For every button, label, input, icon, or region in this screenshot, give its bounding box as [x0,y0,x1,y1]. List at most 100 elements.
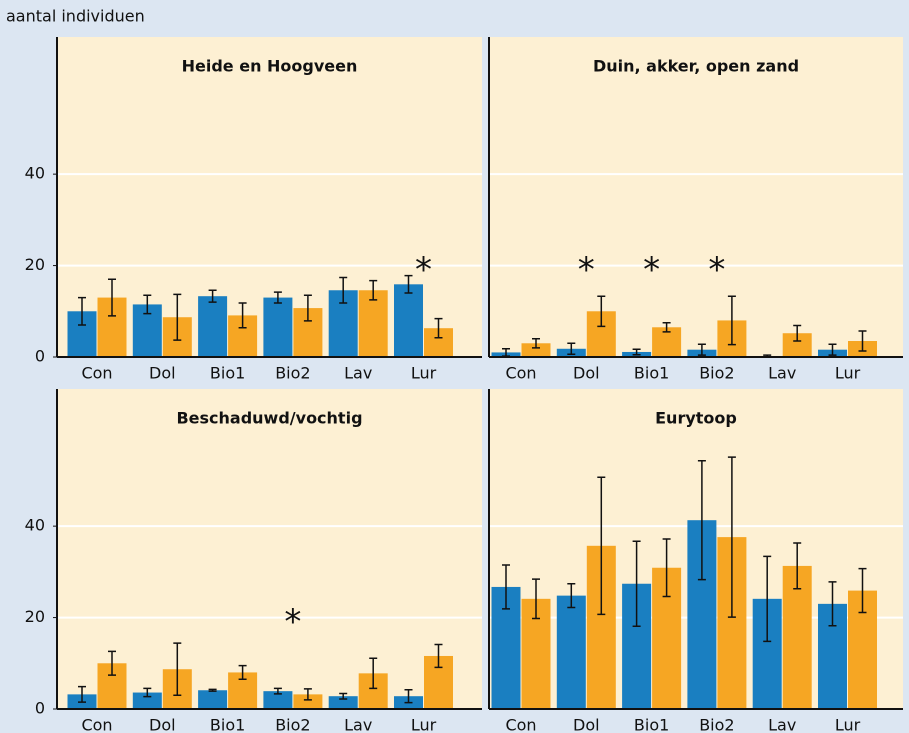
annotation: * [708,250,725,290]
bar [358,290,388,357]
error-bar [404,689,413,704]
panel-title: Duin, akker, open zand [593,57,799,76]
error-bar [173,642,182,697]
bar [521,343,551,357]
error-bar [532,578,540,620]
error-bar [208,688,217,692]
x-tick-label: Con [505,364,536,383]
x-tick-label: Dol [573,364,600,383]
x-tick-label: Bio1 [634,716,669,733]
bar [293,694,323,709]
error-bar [173,293,182,341]
error-bar [78,296,86,326]
x-tick-label: Lur [835,716,861,733]
error-bar [434,643,443,669]
y-tick-label: 20 [25,255,45,274]
annotation: * [284,602,301,642]
bar [328,696,358,709]
error-bar [793,542,802,590]
error-bar [143,294,152,315]
error-bar [727,456,736,618]
x-tick-label: Bio2 [275,364,310,383]
panel [57,389,482,709]
y-tick-label: 0 [35,699,45,718]
x-tick-label: Bio2 [699,716,734,733]
bar [263,297,293,357]
y-tick-label: 20 [25,607,45,626]
error-bar [108,650,116,676]
y-axis-label: aantal individuen [6,7,145,26]
error-bar [434,317,443,339]
annotation: * [578,250,595,290]
x-tick-label: Con [505,716,536,733]
error-bar [567,582,576,609]
error-bar [597,295,606,328]
annotation: * [643,250,660,290]
error-bar [763,555,772,643]
x-tick-label: Bio1 [210,716,245,733]
error-bar [273,291,282,304]
x-tick-label: Lav [344,364,372,383]
error-bar [828,581,837,627]
bar [556,595,586,709]
error-bar [662,538,671,598]
x-tick-label: Lav [768,364,796,383]
error-bar [108,278,116,317]
bar [132,692,162,709]
error-bar [632,348,641,356]
error-bar [273,687,282,695]
error-bar [238,302,247,329]
error-bar [697,460,706,581]
x-tick-label: Lav [344,716,372,733]
error-bar [369,279,378,301]
x-tick-label: Lur [411,364,437,383]
error-bar [208,289,217,303]
error-bar [532,337,540,349]
x-tick-label: Lur [835,364,861,383]
error-bar [143,687,152,698]
error-bar [502,564,510,610]
error-bar [858,567,867,614]
x-tick-label: Lur [411,716,437,733]
bar [782,565,812,709]
x-tick-label: Bio1 [210,364,245,383]
error-bar [597,476,606,616]
error-bar [78,685,86,703]
panel-title: Heide en Hoogveen [182,57,358,76]
y-tick-label: 40 [25,164,45,183]
x-tick-label: Dol [149,364,176,383]
error-bar [303,688,312,701]
x-tick-label: Dol [573,716,600,733]
x-tick-label: Lav [768,716,796,733]
annotation: * [415,250,432,290]
panel [489,37,903,357]
y-tick-label: 0 [35,347,45,366]
error-bar [303,294,312,322]
bar [198,690,228,709]
error-bar [567,342,576,356]
error-bar [238,664,247,681]
bar [198,296,228,357]
panel-title: Eurytoop [655,409,737,428]
error-bar [662,321,671,333]
error-bar [632,540,641,628]
error-bar [339,692,348,700]
x-tick-label: Dol [149,716,176,733]
bar [782,333,812,357]
x-tick-label: Con [81,716,112,733]
error-bar [727,295,736,346]
error-bar [697,343,706,356]
y-tick-label: 40 [25,516,45,535]
x-tick-label: Bio2 [699,364,734,383]
x-tick-label: Con [81,364,112,383]
error-bar [404,274,413,294]
error-bar [793,324,802,342]
x-tick-label: Bio1 [634,364,669,383]
error-bar [828,343,837,356]
panel-title: Beschaduwd/vochtig [176,409,362,428]
error-bar [339,276,348,304]
error-bar [858,330,867,352]
error-bar [369,657,378,690]
bar [394,284,423,357]
